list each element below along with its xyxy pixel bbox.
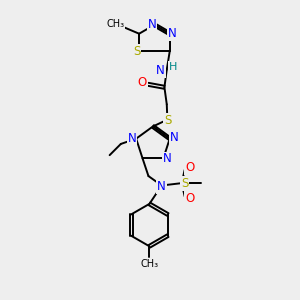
Text: N: N — [163, 152, 172, 166]
Text: N: N — [169, 131, 178, 144]
Text: N: N — [148, 18, 156, 31]
Text: O: O — [138, 76, 147, 89]
Text: O: O — [185, 161, 195, 174]
Text: N: N — [157, 180, 166, 193]
Text: O: O — [185, 192, 195, 205]
Text: S: S — [181, 177, 188, 190]
Text: N: N — [168, 27, 176, 40]
Text: S: S — [133, 45, 140, 58]
Text: N: N — [156, 64, 165, 77]
Text: CH₃: CH₃ — [140, 259, 158, 269]
Text: N: N — [128, 132, 136, 145]
Text: CH₃: CH₃ — [106, 19, 124, 29]
Text: H: H — [169, 62, 177, 72]
Text: S: S — [164, 114, 172, 127]
